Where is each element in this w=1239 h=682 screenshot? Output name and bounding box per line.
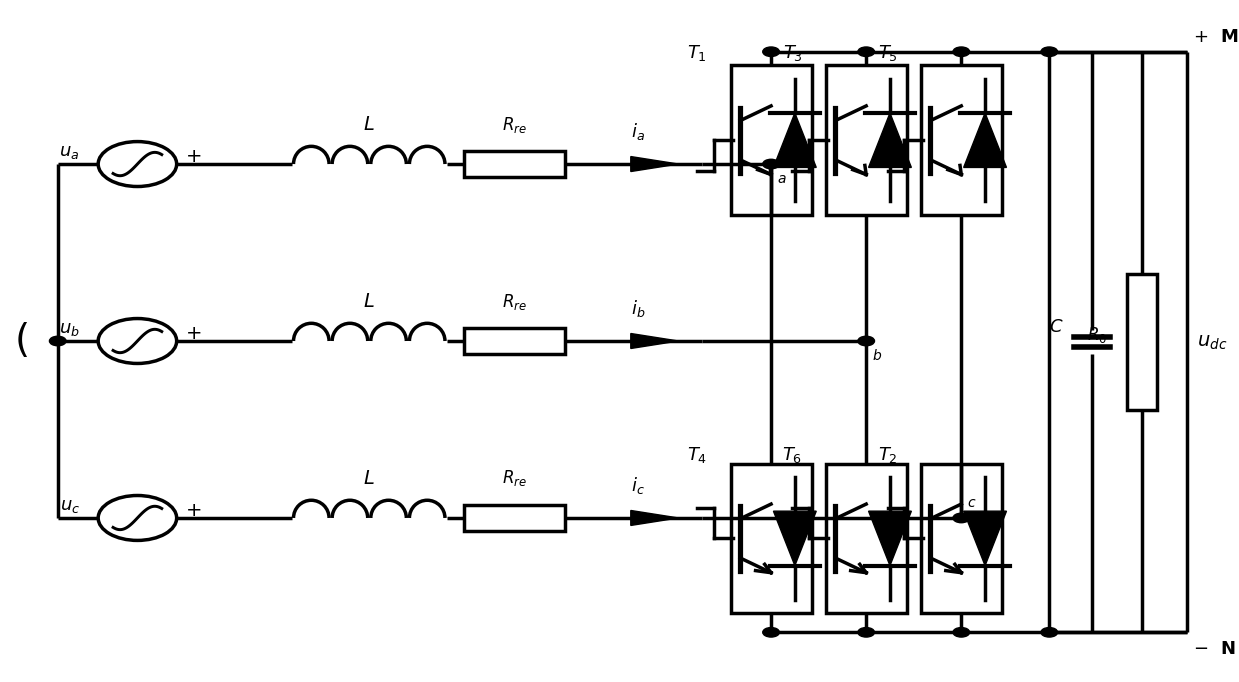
Bar	[731, 65, 812, 215]
Text: $+$: $+$	[185, 325, 202, 343]
Bar	[1127, 274, 1157, 410]
Text: $T_6$: $T_6$	[782, 445, 803, 465]
Text: $C$: $C$	[1049, 318, 1063, 336]
Circle shape	[857, 627, 875, 637]
Text: $b$: $b$	[872, 349, 882, 364]
Text: $i_a$: $i_a$	[631, 121, 644, 142]
Circle shape	[1041, 47, 1058, 57]
Text: (: (	[15, 322, 30, 360]
Circle shape	[953, 513, 970, 522]
Text: $u_{dc}$: $u_{dc}$	[1197, 333, 1227, 351]
Text: $u_b$: $u_b$	[59, 320, 81, 338]
Bar	[731, 464, 812, 613]
Circle shape	[763, 47, 779, 57]
Text: $L$: $L$	[363, 469, 375, 488]
Bar	[465, 151, 565, 177]
Text: $+$  M: $+$ M	[1193, 28, 1239, 46]
Text: $L$: $L$	[363, 115, 375, 134]
Circle shape	[953, 627, 970, 637]
Bar	[465, 505, 565, 531]
Bar	[921, 464, 1001, 613]
Text: $i_c$: $i_c$	[631, 475, 644, 496]
Text: $T_5$: $T_5$	[877, 43, 897, 63]
Polygon shape	[631, 157, 678, 172]
Text: $u_a$: $u_a$	[59, 143, 79, 161]
Bar	[465, 328, 565, 354]
Text: $i_b$: $i_b$	[631, 298, 646, 318]
Polygon shape	[631, 510, 678, 525]
Text: $R_0$: $R_0$	[1087, 325, 1106, 345]
Text: $R_{re}$: $R_{re}$	[502, 115, 528, 134]
Text: $R_{re}$: $R_{re}$	[502, 469, 528, 488]
Circle shape	[953, 47, 970, 57]
Polygon shape	[869, 113, 912, 168]
Bar	[825, 65, 907, 215]
Text: $L$: $L$	[363, 292, 375, 311]
Bar	[825, 464, 907, 613]
Text: $T_4$: $T_4$	[688, 445, 707, 465]
Text: $T_2$: $T_2$	[877, 445, 897, 465]
Polygon shape	[631, 333, 678, 349]
Text: $+$: $+$	[185, 502, 202, 520]
Circle shape	[763, 160, 779, 169]
Polygon shape	[964, 113, 1006, 168]
Text: $T_3$: $T_3$	[783, 43, 803, 63]
Text: $T_1$: $T_1$	[688, 43, 707, 63]
Text: $+$: $+$	[185, 148, 202, 166]
Text: $c$: $c$	[968, 496, 976, 510]
Polygon shape	[773, 511, 817, 565]
Text: $R_{re}$: $R_{re}$	[502, 291, 528, 312]
Polygon shape	[773, 113, 817, 168]
Bar	[921, 65, 1001, 215]
Text: $a$: $a$	[777, 172, 787, 186]
Circle shape	[50, 336, 66, 346]
Circle shape	[857, 47, 875, 57]
Circle shape	[1041, 627, 1058, 637]
Circle shape	[857, 336, 875, 346]
Polygon shape	[964, 511, 1006, 565]
Text: $-$  N: $-$ N	[1193, 640, 1237, 658]
Polygon shape	[869, 511, 912, 565]
Circle shape	[763, 627, 779, 637]
Text: $u_c$: $u_c$	[59, 496, 79, 515]
